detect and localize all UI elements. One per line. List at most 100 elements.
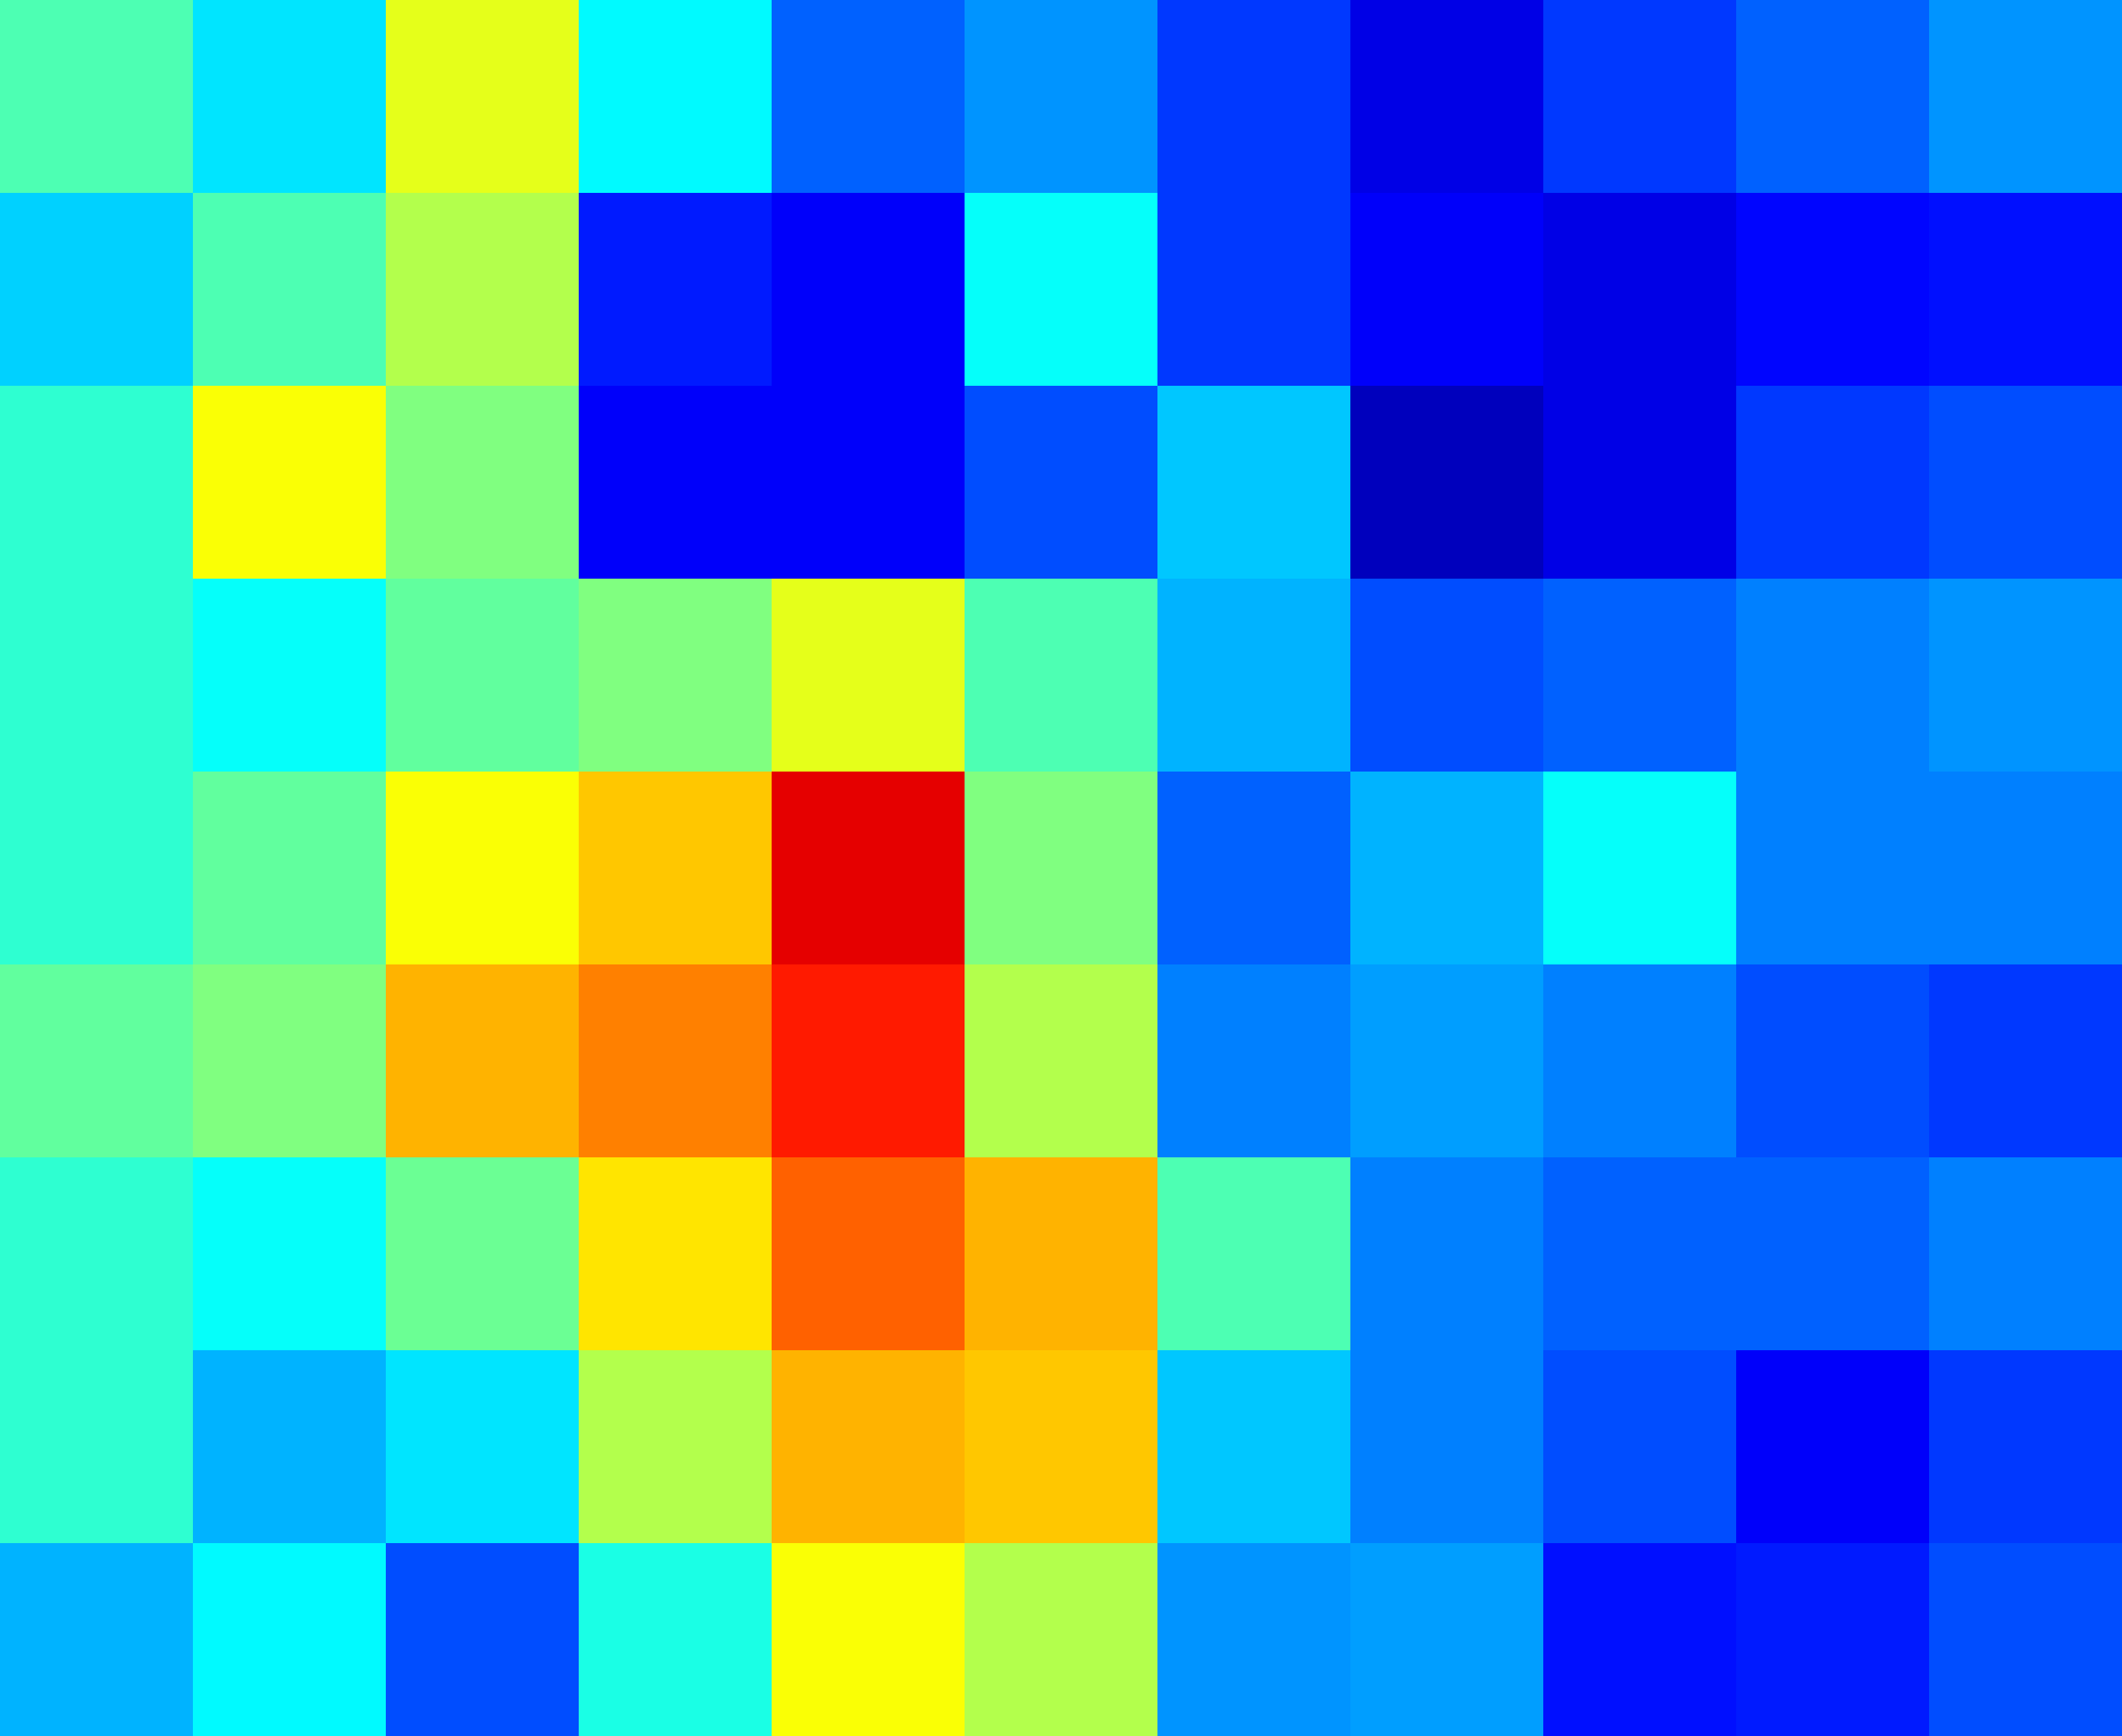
heatmap-cell <box>579 1350 772 1544</box>
heatmap-cell <box>579 1157 772 1351</box>
heatmap-cell <box>1350 193 1544 387</box>
heatmap-cell <box>1157 193 1351 387</box>
heatmap-cell <box>1736 193 1930 387</box>
heatmap-cell <box>1157 0 1351 194</box>
heatmap-cell <box>1157 1543 1351 1736</box>
heatmap-cell <box>772 1350 965 1544</box>
heatmap-cell <box>965 964 1158 1158</box>
heatmap-cell <box>1736 579 1930 772</box>
heatmap-cell <box>772 772 965 965</box>
heatmap-cell <box>579 386 772 579</box>
heatmap-cell <box>1157 1350 1351 1544</box>
heatmap-cell <box>965 579 1158 772</box>
heatmap-cell <box>579 772 772 965</box>
heatmap-cell <box>1543 964 1737 1158</box>
heatmap-cell <box>1543 772 1737 965</box>
heatmap-cell <box>1736 386 1930 579</box>
heatmap-cell <box>0 579 194 772</box>
heatmap-cell <box>772 386 965 579</box>
heatmap-cell <box>772 579 965 772</box>
heatmap-cell <box>193 0 387 194</box>
heatmap-cell <box>1736 964 1930 1158</box>
heatmap-cell <box>965 0 1158 194</box>
heatmap-cell <box>1350 386 1544 579</box>
heatmap-cell <box>1543 1157 1737 1351</box>
heatmap-cell <box>386 579 579 772</box>
heatmap-cell <box>772 1543 965 1736</box>
heatmap-cell <box>193 579 387 772</box>
heatmap-cell <box>772 0 965 194</box>
heatmap-cell <box>386 386 579 579</box>
heatmap-cell <box>193 1350 387 1544</box>
heatmap-cell <box>965 1543 1158 1736</box>
heatmap-cell <box>0 1543 194 1736</box>
heatmap-cell <box>579 579 772 772</box>
heatmap-cell <box>1736 772 1930 965</box>
heatmap-cell <box>1929 772 2122 965</box>
heatmap-cell <box>1543 1543 1737 1736</box>
heatmap-cell <box>1157 386 1351 579</box>
heatmap-cell <box>1350 964 1544 1158</box>
heatmap-cell <box>193 772 387 965</box>
heatmap-cell <box>1157 1157 1351 1351</box>
heatmap-cell <box>1929 193 2122 387</box>
heatmap-cell <box>193 964 387 1158</box>
heatmap-cell <box>1929 1350 2122 1544</box>
heatmap-cell <box>965 193 1158 387</box>
heatmap-cell <box>1543 193 1737 387</box>
heatmap-cell <box>0 1157 194 1351</box>
heatmap-cell <box>772 193 965 387</box>
heatmap-cell <box>579 1543 772 1736</box>
heatmap-cell <box>386 772 579 965</box>
heatmap-cell <box>0 386 194 579</box>
heatmap-cell <box>193 193 387 387</box>
heatmap-cell <box>772 964 965 1158</box>
heatmap-cell <box>1543 0 1737 194</box>
heatmap-cell <box>193 1543 387 1736</box>
heatmap-cell <box>1929 1157 2122 1351</box>
heatmap-cell <box>386 1157 579 1351</box>
heatmap-cell <box>1543 579 1737 772</box>
heatmap-cell <box>386 964 579 1158</box>
heatmap-cell <box>386 1543 579 1736</box>
heatmap-cell <box>965 772 1158 965</box>
heatmap-cell <box>193 386 387 579</box>
heatmap-cell <box>1736 1543 1930 1736</box>
heatmap-cell <box>1736 1157 1930 1351</box>
heatmap-cell <box>0 964 194 1158</box>
heatmap-cell <box>386 193 579 387</box>
heatmap-cell <box>1350 1543 1544 1736</box>
heatmap-cell <box>193 1157 387 1351</box>
heatmap-cell <box>965 386 1158 579</box>
heatmap-cell <box>1929 386 2122 579</box>
heatmap-cell <box>1350 772 1544 965</box>
heatmap-cell <box>1350 1350 1544 1544</box>
heatmap-cell <box>1929 579 2122 772</box>
heatmap-cell <box>386 0 579 194</box>
heatmap-cell <box>965 1350 1158 1544</box>
heatmap-cell <box>0 193 194 387</box>
heatmap-cell <box>579 964 772 1158</box>
heatmap-cell <box>386 1350 579 1544</box>
heatmap-cell <box>1350 0 1544 194</box>
heatmap-cell <box>579 0 772 194</box>
heatmap-cell <box>579 193 772 387</box>
heatmap-cell <box>0 772 194 965</box>
heatmap-cell <box>1543 386 1737 579</box>
heatmap-cell <box>1350 579 1544 772</box>
heatmap-cell <box>1929 1543 2122 1736</box>
heatmap-cell <box>0 1350 194 1544</box>
heatmap-cell <box>772 1157 965 1351</box>
heatmap-cell <box>1929 0 2122 194</box>
heatmap-cell <box>1736 0 1930 194</box>
heatmap-cell <box>1350 1157 1544 1351</box>
heatmap-cell <box>1929 964 2122 1158</box>
heatmap-cell <box>1157 772 1351 965</box>
heatmap-cell <box>965 1157 1158 1351</box>
heatmap-cell <box>1157 579 1351 772</box>
heatmap-cell <box>0 0 194 194</box>
heatmap-cell <box>1543 1350 1737 1544</box>
heatmap-cell <box>1736 1350 1930 1544</box>
